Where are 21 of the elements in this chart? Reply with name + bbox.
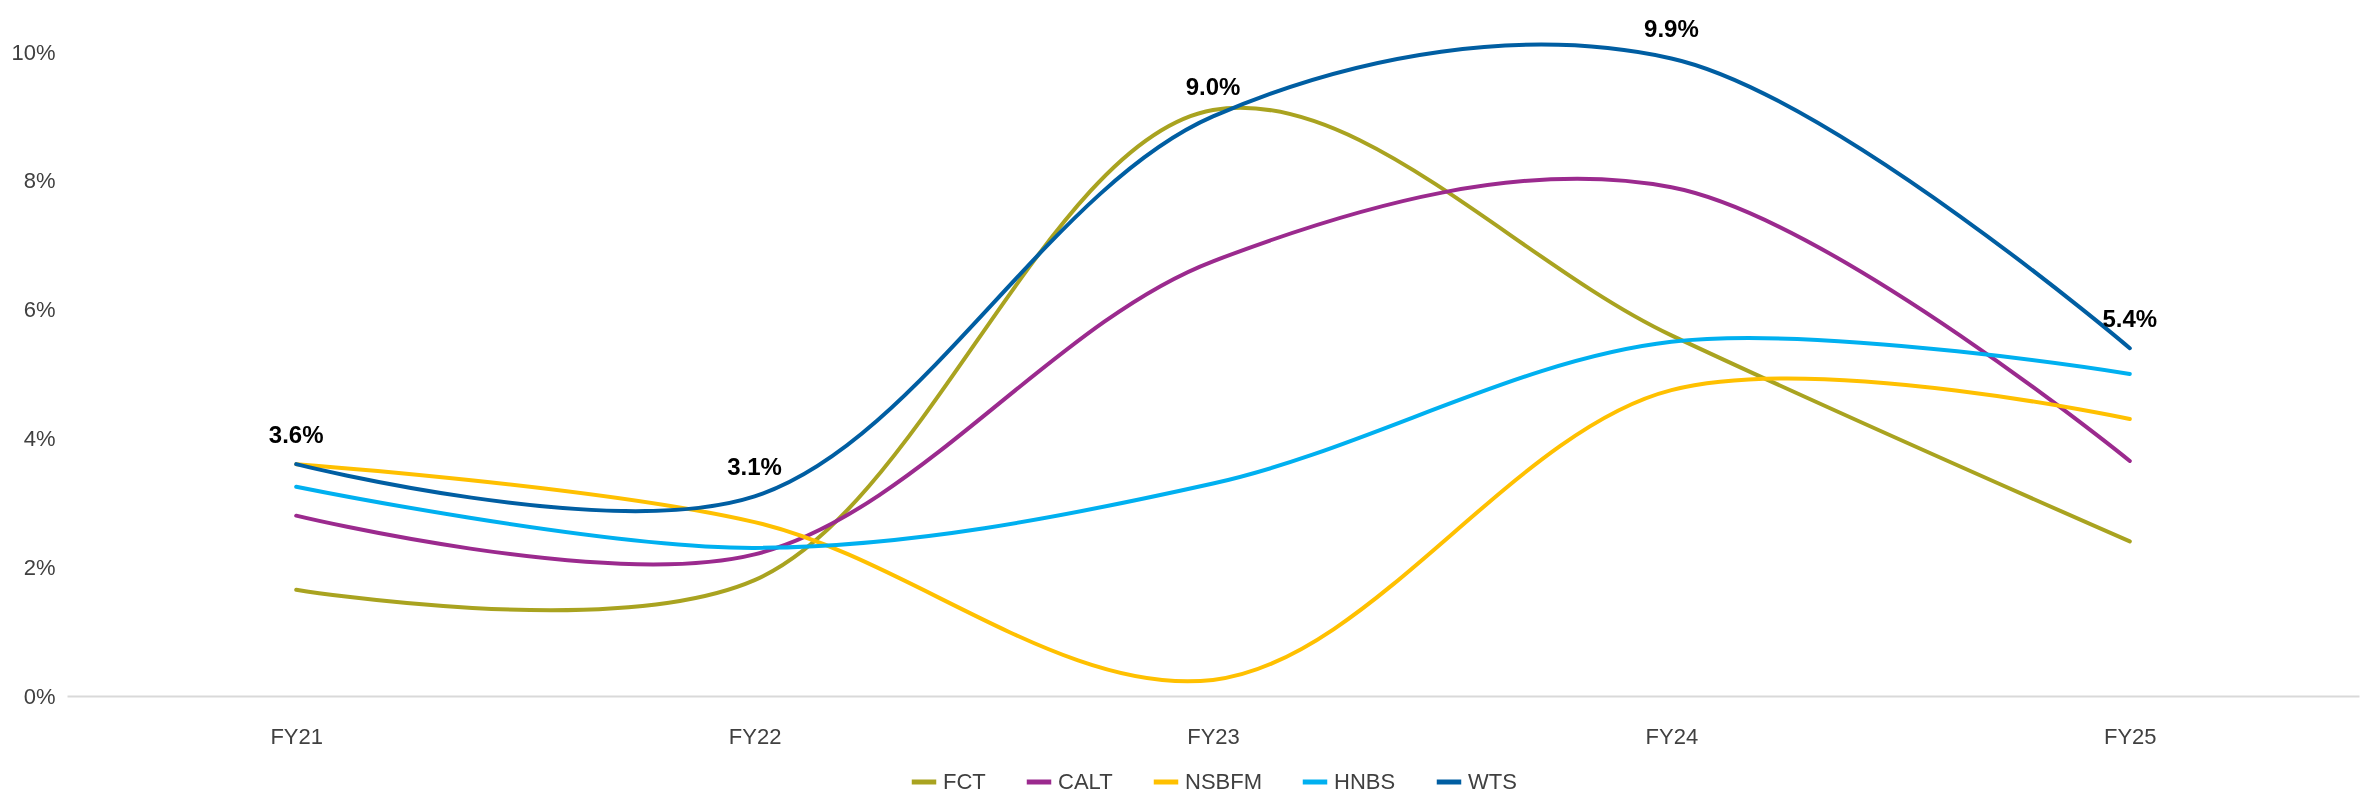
x-tick-label: FY21 — [270, 723, 323, 749]
legend-label: CALT — [1058, 769, 1113, 794]
x-tick-label: FY23 — [1187, 723, 1240, 749]
y-tick-label: 8% — [23, 168, 56, 194]
x-tick-label: FY24 — [1645, 723, 1699, 749]
y-tick-label: 2% — [23, 554, 56, 580]
y-tick-label: 0% — [23, 683, 56, 709]
legend-label: NSBFM — [1185, 769, 1262, 794]
y-tick-label: 10% — [11, 39, 56, 65]
legend-label: HNBS — [1334, 769, 1396, 794]
y-tick-label: 6% — [23, 297, 56, 323]
data-label: 5.4% — [2102, 305, 2158, 333]
x-tick-label: FY25 — [2104, 723, 2157, 749]
data-label: 9.0% — [1185, 73, 1241, 101]
y-tick-label: 4% — [23, 425, 56, 451]
data-label: 3.6% — [268, 421, 324, 449]
x-tick-label: FY22 — [728, 723, 782, 749]
data-label: 9.9% — [1644, 15, 1699, 43]
legend-label: WTS — [1468, 769, 1517, 794]
legend-label: FCT — [943, 769, 986, 794]
data-label: 3.1% — [727, 453, 782, 481]
